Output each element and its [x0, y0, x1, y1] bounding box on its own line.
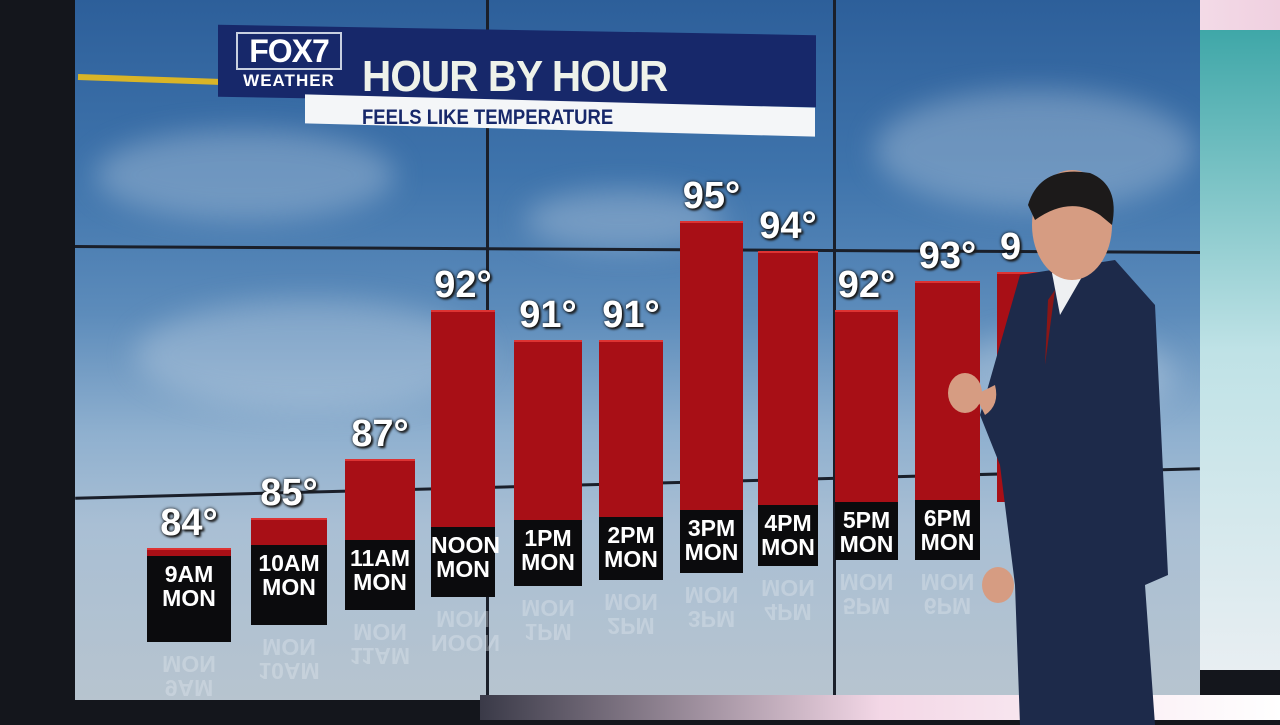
bar-7 — [758, 251, 818, 507]
subtitle: FEELS LIKE TEMPERATURE — [362, 106, 614, 129]
category-reflection: 11AM MON — [349, 619, 411, 669]
side-panel — [1200, 30, 1280, 670]
category-reflection: 3PM MON — [684, 582, 739, 632]
value-label: 85° — [260, 472, 318, 515]
bar-8 — [835, 310, 898, 504]
category-label: 6PM MON — [915, 500, 980, 560]
bar-4 — [514, 340, 582, 522]
value-label: 92° — [837, 264, 896, 307]
bar-3 — [431, 310, 495, 529]
value-label: 93° — [918, 234, 977, 277]
category-reflection: 2PM MON — [604, 589, 658, 639]
value-label: 91° — [602, 294, 660, 337]
bar-5 — [599, 340, 663, 519]
bar-2 — [345, 458, 415, 542]
logo-main: FOX7 — [236, 32, 342, 70]
category-reflection: 4PM MON — [761, 575, 815, 625]
category-reflection: NOON MON — [431, 606, 500, 656]
value-label: 84° — [160, 502, 218, 544]
category-reflection: 1PM MON — [521, 595, 575, 645]
category-reflection: 5PM MON — [839, 569, 894, 619]
category-label: 10AM MON — [251, 545, 327, 625]
bar-0 — [147, 548, 231, 558]
category-label: 5PM MON — [835, 502, 898, 560]
value-label: 87° — [351, 412, 409, 455]
bar-1 — [251, 518, 327, 547]
category-label: NOON MON — [431, 527, 500, 597]
value-label: 95° — [682, 175, 741, 218]
value-label: 94° — [759, 205, 817, 247]
category-reflection: 9AM MON — [162, 651, 216, 701]
value-label-partial: 9 — [1000, 226, 1022, 268]
value-label: 91° — [519, 294, 577, 337]
value-label: 92° — [434, 264, 492, 307]
category-label: 9AM MON — [147, 556, 231, 642]
logo-sub: WEATHER — [243, 71, 335, 90]
category-reflection: 10AM MON — [258, 634, 320, 684]
category-label: 11AM MON — [345, 540, 415, 610]
fox7-weather-logo: FOX7 WEATHER — [236, 32, 342, 96]
category-label: 1PM MON — [514, 520, 582, 586]
bar-6 — [680, 221, 743, 512]
presenter — [948, 170, 1168, 725]
category-label: 4PM MON — [758, 505, 818, 566]
category-label: 3PM MON — [680, 510, 743, 573]
page-title: HOUR BY HOUR — [362, 52, 668, 101]
category-label: 2PM MON — [599, 517, 663, 580]
